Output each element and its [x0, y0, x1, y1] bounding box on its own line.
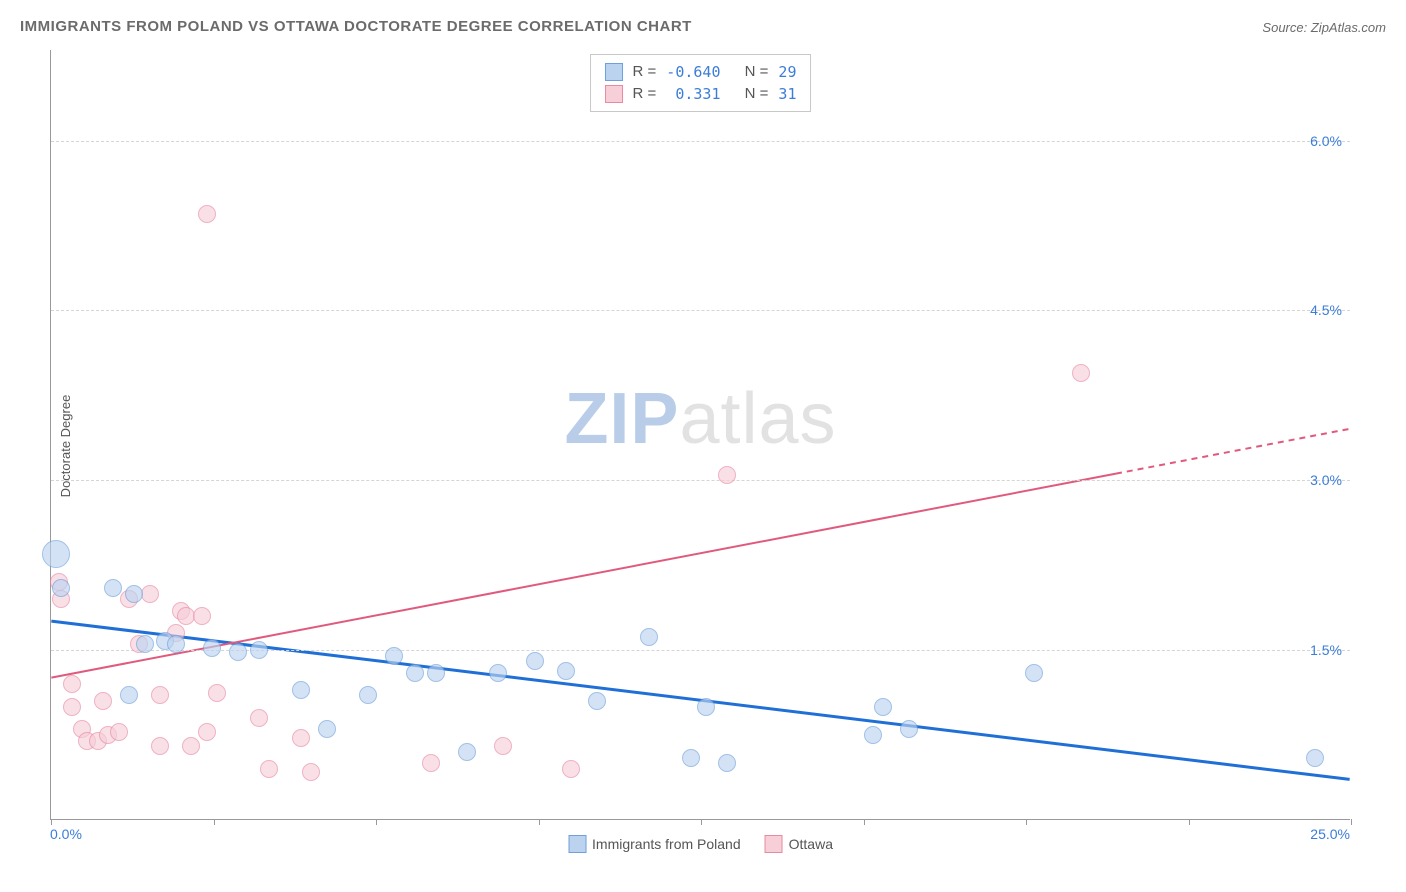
x-tick-mark: [376, 819, 377, 825]
x-tick-mark: [701, 819, 702, 825]
x-tick-mark: [1026, 819, 1027, 825]
x-tick-mark: [214, 819, 215, 825]
data-point-ottawa: [182, 737, 200, 755]
r-value-poland: -0.640: [666, 61, 720, 83]
scatter-plot-area: ZIPatlas R = -0.640 N = 29 R = 0.331 N =…: [50, 50, 1350, 820]
data-point-poland: [229, 643, 247, 661]
data-point-poland: [42, 540, 70, 568]
data-point-poland: [385, 647, 403, 665]
data-point-ottawa: [94, 692, 112, 710]
data-point-poland: [406, 664, 424, 682]
source-value: ZipAtlas.com: [1311, 20, 1386, 35]
data-point-poland: [167, 635, 185, 653]
data-point-poland: [318, 720, 336, 738]
data-point-ottawa: [198, 205, 216, 223]
series-label-poland: Immigrants from Poland: [592, 836, 741, 852]
data-point-poland: [697, 698, 715, 716]
data-point-ottawa: [1072, 364, 1090, 382]
x-axis-max: 25.0%: [1310, 826, 1350, 842]
data-point-poland: [120, 686, 138, 704]
data-point-poland: [458, 743, 476, 761]
data-point-poland: [427, 664, 445, 682]
data-point-poland: [489, 664, 507, 682]
legend-item-poland: Immigrants from Poland: [568, 835, 741, 853]
r-value-ottawa: 0.331: [666, 83, 720, 105]
trend-line-dash-ottawa: [1116, 429, 1350, 474]
data-point-poland: [136, 635, 154, 653]
data-point-poland: [640, 628, 658, 646]
series-legend: Immigrants from Poland Ottawa: [568, 835, 833, 853]
data-point-ottawa: [151, 686, 169, 704]
data-point-poland: [864, 726, 882, 744]
data-point-ottawa: [422, 754, 440, 772]
data-point-poland: [526, 652, 544, 670]
data-point-poland: [1025, 664, 1043, 682]
data-point-poland: [292, 681, 310, 699]
swatch-poland: [568, 835, 586, 853]
chart-title: IMMIGRANTS FROM POLAND VS OTTAWA DOCTORA…: [20, 18, 692, 35]
swatch-poland: [605, 63, 623, 81]
x-tick-mark: [1189, 819, 1190, 825]
data-point-poland: [588, 692, 606, 710]
n-label: N =: [745, 61, 769, 83]
watermark-atlas: atlas: [679, 379, 836, 459]
data-point-ottawa: [63, 675, 81, 693]
data-point-poland: [125, 585, 143, 603]
data-point-poland: [718, 754, 736, 772]
data-point-ottawa: [718, 466, 736, 484]
x-axis-min: 0.0%: [50, 826, 82, 842]
x-tick-mark: [1351, 819, 1352, 825]
data-point-ottawa: [151, 737, 169, 755]
gridline: [51, 480, 1350, 481]
n-value-ottawa: 31: [778, 83, 796, 105]
x-tick-mark: [539, 819, 540, 825]
legend-row-poland: R = -0.640 N = 29: [605, 61, 797, 83]
data-point-ottawa: [260, 760, 278, 778]
data-point-poland: [874, 698, 892, 716]
watermark-zip: ZIP: [564, 379, 679, 459]
gridline: [51, 310, 1350, 311]
data-point-ottawa: [562, 760, 580, 778]
data-point-ottawa: [141, 585, 159, 603]
source-label: Source:: [1262, 20, 1307, 35]
data-point-poland: [250, 641, 268, 659]
data-point-poland: [682, 749, 700, 767]
gridline: [51, 141, 1350, 142]
series-label-ottawa: Ottawa: [789, 836, 833, 852]
correlation-legend: R = -0.640 N = 29 R = 0.331 N = 31: [590, 54, 812, 112]
n-value-poland: 29: [778, 61, 796, 83]
source-attribution: Source: ZipAtlas.com: [1262, 20, 1386, 35]
data-point-poland: [203, 639, 221, 657]
n-label: N =: [745, 83, 769, 105]
y-tick-label: 1.5%: [1310, 642, 1342, 658]
watermark: ZIPatlas: [564, 378, 836, 460]
data-point-poland: [359, 686, 377, 704]
r-label: R =: [633, 83, 657, 105]
y-tick-label: 4.5%: [1310, 302, 1342, 318]
data-point-ottawa: [198, 723, 216, 741]
data-point-poland: [52, 579, 70, 597]
x-tick-mark: [51, 819, 52, 825]
data-point-ottawa: [292, 729, 310, 747]
data-point-poland: [104, 579, 122, 597]
legend-row-ottawa: R = 0.331 N = 31: [605, 83, 797, 105]
legend-item-ottawa: Ottawa: [765, 835, 833, 853]
data-point-ottawa: [110, 723, 128, 741]
y-tick-label: 6.0%: [1310, 133, 1342, 149]
swatch-ottawa: [605, 85, 623, 103]
data-point-ottawa: [302, 763, 320, 781]
swatch-ottawa: [765, 835, 783, 853]
r-label: R =: [633, 61, 657, 83]
data-point-poland: [900, 720, 918, 738]
data-point-ottawa: [208, 684, 226, 702]
data-point-ottawa: [494, 737, 512, 755]
x-tick-mark: [864, 819, 865, 825]
y-tick-label: 3.0%: [1310, 472, 1342, 488]
data-point-ottawa: [193, 607, 211, 625]
data-point-poland: [557, 662, 575, 680]
data-point-poland: [1306, 749, 1324, 767]
data-point-ottawa: [63, 698, 81, 716]
data-point-ottawa: [250, 709, 268, 727]
